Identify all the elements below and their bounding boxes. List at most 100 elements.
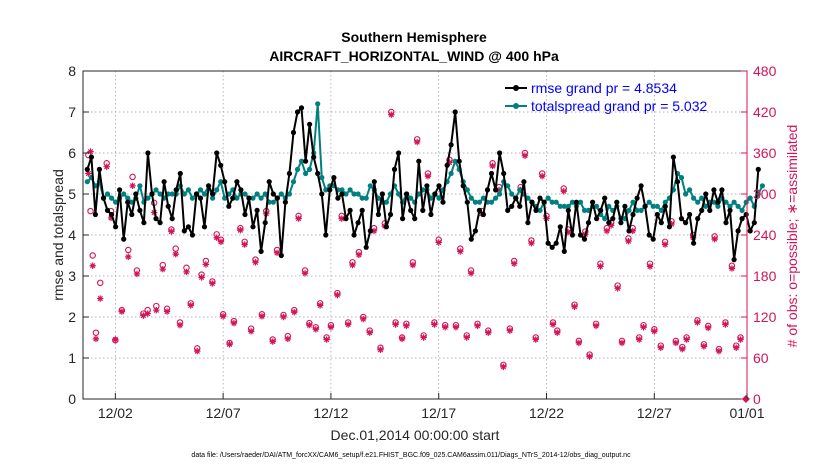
rmse-point <box>646 232 652 238</box>
rmse-point <box>145 150 151 156</box>
right-tick-label: 420 <box>753 104 777 120</box>
obs-assimilated-marker <box>452 324 460 331</box>
obs-assimilated-marker <box>312 326 320 333</box>
rmse-point <box>246 195 252 201</box>
obs-assimilated-marker <box>640 324 647 331</box>
totalspread-point <box>242 191 248 197</box>
totalspread-point <box>383 199 389 205</box>
totalspread-point <box>210 195 216 201</box>
totalspread-point <box>569 199 576 205</box>
rmse-point <box>755 166 761 172</box>
totalspread-point <box>561 203 567 209</box>
obs-assimilated-marker <box>377 346 384 353</box>
obs-assimilated-marker <box>506 327 514 334</box>
totalspread-point <box>185 187 191 193</box>
totalspread-point <box>262 191 268 197</box>
rmse-point <box>137 207 143 213</box>
obs-assimilated-marker <box>737 336 744 343</box>
obs-assimilated-marker <box>213 234 220 241</box>
totalspread-point <box>472 199 478 205</box>
rmse-point <box>230 195 236 201</box>
rmse-point <box>404 191 410 197</box>
x-axis-ticks: 12/02 12/07 12/12 12/17 12/22 12/27 01/01 <box>98 393 765 421</box>
rmse-point <box>327 187 333 193</box>
rmse-point <box>88 154 94 160</box>
y-tick-label: 6 <box>68 145 76 161</box>
obs-assimilated-marker <box>306 322 313 329</box>
totalspread-point <box>497 191 503 197</box>
rmse-point <box>193 191 200 197</box>
totalspread-point <box>258 195 264 201</box>
totalspread-point <box>509 191 515 197</box>
totalspread-point <box>347 187 353 193</box>
totalspread-point <box>104 191 111 197</box>
rmse-point <box>157 220 163 226</box>
totalspread-point <box>650 203 656 209</box>
totalspread-point <box>319 175 325 181</box>
rmse-point <box>573 199 580 205</box>
totalspread-point <box>121 191 127 197</box>
rmse-point <box>153 216 159 222</box>
rmse-point <box>343 216 349 222</box>
obs-assimilated-marker <box>241 241 248 248</box>
totalspread-point <box>84 179 90 185</box>
totalspread-point <box>294 166 301 172</box>
obs-possible-marker <box>89 252 96 259</box>
obs-assimilated-marker <box>168 228 175 235</box>
totalspread-point <box>218 179 224 185</box>
totalspread-point <box>658 207 664 213</box>
rmse-point <box>501 170 507 177</box>
obs-assimilated-marker <box>463 334 470 341</box>
rmse-point <box>347 207 353 213</box>
obs-assimilated-marker <box>370 227 378 235</box>
rmse-point <box>590 199 596 205</box>
totalspread-point <box>630 199 636 205</box>
obs-possible-marker <box>87 207 94 215</box>
rmse-point <box>379 191 385 197</box>
rmse-point <box>270 191 276 197</box>
obs-assimilated-marker <box>280 313 287 321</box>
y-tick-label: 0 <box>68 391 76 407</box>
obs-assimilated-marker <box>715 347 723 355</box>
obs-assimilated-marker <box>247 328 255 335</box>
rmse-point <box>294 109 301 115</box>
rmse-point <box>739 216 745 222</box>
rmse-point <box>751 220 757 226</box>
totalspread-point <box>581 207 588 213</box>
obs-assimilated-marker <box>176 322 184 329</box>
totalspread-point <box>727 203 733 209</box>
totalspread-point <box>323 187 329 193</box>
obs-assimilated-marker <box>711 235 718 243</box>
y-tick-label: 5 <box>68 186 76 202</box>
rmse-point <box>480 211 486 218</box>
rmse-point <box>658 220 664 226</box>
obs-possible-marker <box>125 246 132 254</box>
rmse-point <box>674 179 681 185</box>
rmse-point <box>286 170 292 177</box>
obs-assimilated-marker <box>403 322 410 330</box>
rmse-point <box>666 224 673 230</box>
right-axis-ticks: 0 60 120 180 240 300 360 420 480 <box>741 63 777 407</box>
totalspread-point <box>488 199 495 205</box>
rmse-point <box>654 211 660 218</box>
obs-assimilated-marker <box>441 324 449 331</box>
obs-assimilated-marker <box>538 173 546 180</box>
obs-assimilated-marker <box>651 328 658 335</box>
obs-assimilated-marker <box>683 336 690 343</box>
totalspread-point <box>476 199 482 205</box>
obs-assimilated-marker <box>700 343 708 350</box>
obs-assimilated-marker <box>435 239 442 246</box>
totalspread-point <box>396 191 402 197</box>
rmse-point <box>104 207 111 213</box>
obs-assimilated-marker <box>704 324 712 332</box>
x-tick-label: 12/12 <box>313 405 348 421</box>
rmse-point <box>84 166 90 172</box>
rmse-point <box>638 183 644 189</box>
totalspread-point <box>343 191 349 197</box>
rmse-point <box>553 240 559 246</box>
obs-assimilated-marker <box>586 353 593 360</box>
obs-assimilated-marker <box>474 322 481 330</box>
rmse-point <box>545 240 551 246</box>
obs-assimilated-marker <box>355 251 363 259</box>
